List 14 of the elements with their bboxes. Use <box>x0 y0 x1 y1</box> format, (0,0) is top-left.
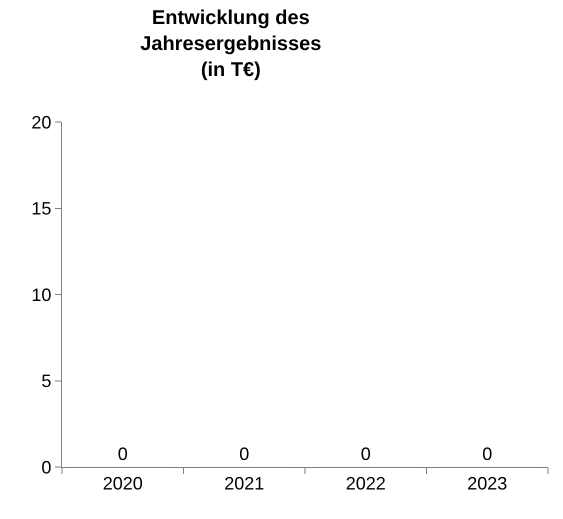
x-tick-label: 2022 <box>346 474 386 494</box>
chart-title: Entwicklung des Jahresergebnisses (in T€) <box>140 6 322 81</box>
y-tick-label: 20 <box>31 112 52 132</box>
y-tick-label: 0 <box>41 457 52 478</box>
x-tick-label: 2020 <box>102 474 143 494</box>
y-tick-label: 10 <box>31 284 52 305</box>
x-tick-label: 2023 <box>467 474 508 494</box>
data-label: 0 <box>482 444 492 464</box>
x-tick-label: 2021 <box>224 474 264 494</box>
data-label: 0 <box>118 444 128 464</box>
data-label: 0 <box>360 444 371 464</box>
data-label: 0 <box>239 444 250 464</box>
y-tick-label: 15 <box>31 198 52 219</box>
y-tick-label: 5 <box>41 371 52 392</box>
